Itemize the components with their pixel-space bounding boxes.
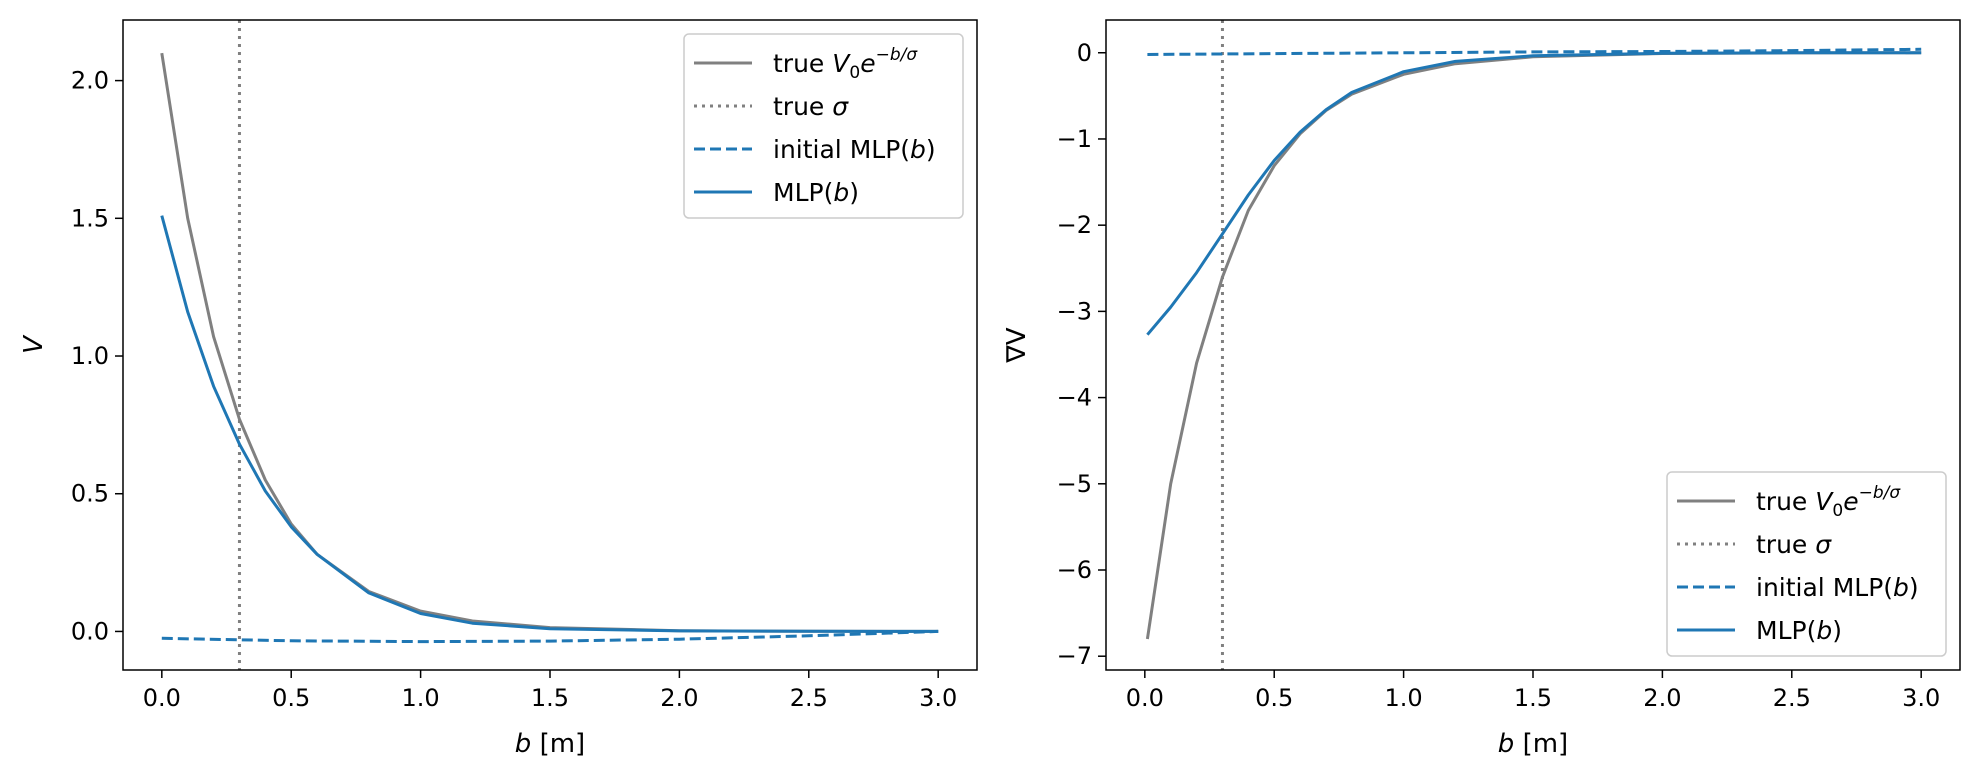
right-x-tick-label: 0.5	[1255, 684, 1293, 712]
left-y-tick-label: 0.5	[71, 480, 109, 508]
left-y-axis-label: V	[19, 334, 49, 354]
right-y-tick-label: −6	[1057, 556, 1092, 584]
left-y-tick-label: 1.5	[71, 204, 109, 232]
right-axes-frame	[1105, 19, 1961, 671]
right-y-ticks: 0 −1 −2 −3 −4 −5 −6 −7	[1057, 39, 1106, 670]
left-series-mlp-b-line	[160, 215, 939, 633]
right-x-tick-label: 3.0	[1902, 684, 1940, 712]
right-x-tick-label: 0.0	[1126, 684, 1164, 712]
left-x-axis-label: b [m]	[515, 729, 585, 759]
right-legend: true V0e−b/σ true σ initial MLP(b) MLP(b…	[1666, 471, 1947, 657]
right-legend-label-true-sigma: true σ	[1756, 530, 1832, 559]
left-legend-label-initial-mlp: initial MLP(b)	[773, 135, 936, 164]
left-x-tick-label: 1.5	[531, 684, 569, 712]
left-legend-label-mlp: MLP(b)	[773, 178, 859, 207]
left-legend-label-true-sigma: true σ	[773, 92, 849, 121]
left-axes-frame	[122, 19, 978, 671]
left-x-tick-label: 2.0	[660, 684, 698, 712]
left-series-layer	[160, 20, 939, 670]
right-y-tick-label: −3	[1057, 297, 1092, 325]
left-x-tick-label: 2.5	[790, 684, 828, 712]
right-y-tick-label: 0	[1077, 39, 1092, 67]
left-y-tick-label: 1.0	[71, 342, 109, 370]
right-x-tick-label: 1.0	[1385, 684, 1423, 712]
left-y-ticks: 0.0 0.5 1.0 1.5 2.0	[71, 67, 123, 645]
left-legend: true V0e−b/σ true σ initial MLP(b) MLP(b…	[683, 33, 964, 219]
left-legend-box	[683, 33, 964, 219]
left-x-ticks: 0.0 0.5 1.0 1.5 2.0 2.5 3.0	[143, 670, 957, 712]
right-series-initial-mlp-b-line	[1147, 47, 1922, 56]
right-x-ticks: 0.0 0.5 1.0 1.5 2.0 2.5 3.0	[1126, 670, 1940, 712]
left-x-tick-label: 1.0	[402, 684, 440, 712]
right-x-tick-label: 2.0	[1643, 684, 1681, 712]
right-plot-area: 0.0 0.5 1.0 1.5 2.0 2.5 3.0 0 −1 −2 −3 −4 −5 −6 −7	[1057, 19, 1961, 712]
right-y-tick-label: −2	[1057, 211, 1092, 239]
right-x-axis-label: b [m]	[1498, 729, 1568, 759]
right-series-layer	[1145, 20, 1922, 670]
left-plot-area: 0.0 0.5 1.0 1.5 2.0 2.5 3.0 0.0 0.5 1.0 1.5 2.0	[71, 19, 978, 712]
right-y-tick-label: −4	[1057, 384, 1092, 412]
left-series-initial-mlp-b-line	[161, 629, 939, 644]
left-x-tick-label: 0.0	[143, 684, 181, 712]
right-y-tick-label: −7	[1057, 642, 1092, 670]
left-x-tick-label: 3.0	[919, 684, 957, 712]
right-y-axis-label: ∇V	[1002, 327, 1032, 363]
right-x-tick-label: 1.5	[1514, 684, 1552, 712]
right-panel: 0.0 0.5 1.0 1.5 2.0 2.5 3.0 0 −1 −2 −3 −4 −5 −6 −7 b …	[1002, 19, 1961, 759]
left-y-tick-label: 0.0	[71, 617, 109, 645]
right-series-mlp-b-line	[1146, 51, 1922, 336]
right-legend-label-initial-mlp: initial MLP(b)	[1756, 573, 1919, 602]
right-legend-box	[1666, 471, 1947, 657]
left-x-tick-label: 0.5	[272, 684, 310, 712]
right-y-tick-label: −1	[1057, 125, 1092, 153]
left-panel: 0.0 0.5 1.0 1.5 2.0 2.5 3.0 0.0 0.5 1.0 1.5 2.0 b …	[19, 19, 978, 759]
right-y-tick-label: −5	[1057, 470, 1092, 498]
right-legend-label-mlp: MLP(b)	[1756, 616, 1842, 645]
right-x-tick-label: 2.5	[1773, 684, 1811, 712]
left-y-tick-label: 2.0	[71, 67, 109, 95]
